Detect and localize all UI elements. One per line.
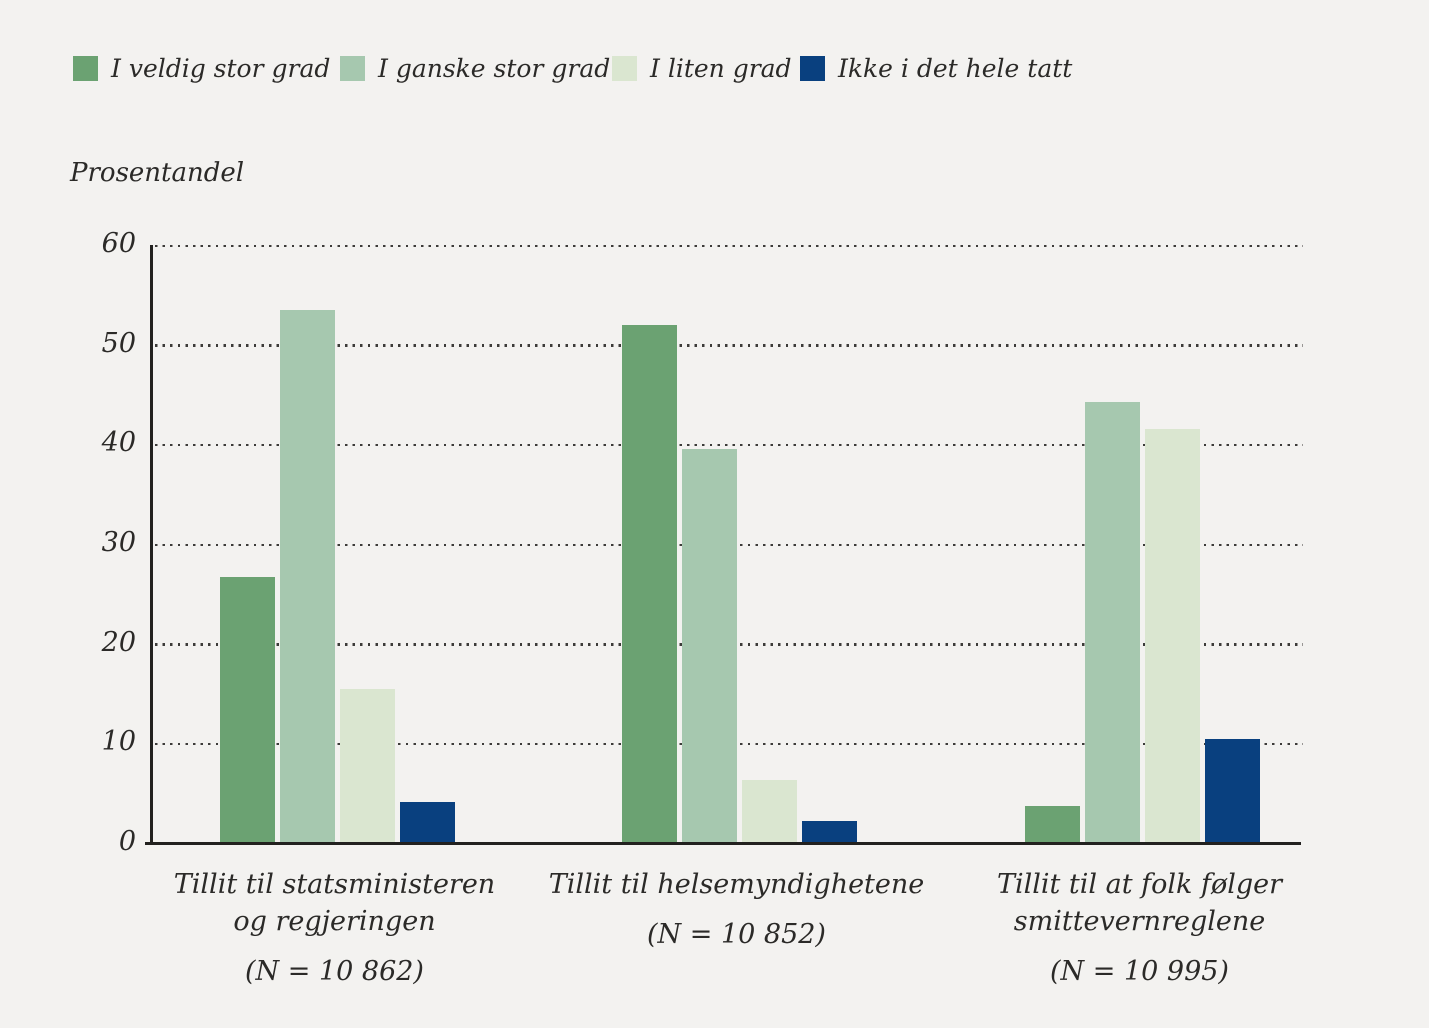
bar-i-liten-grad-group-2 <box>742 780 797 843</box>
legend-item-label: I liten grad <box>650 54 792 83</box>
gridline-50 <box>155 344 1303 347</box>
legend-item-label: I ganske stor grad <box>378 54 611 83</box>
y-tick-label-40: 40 <box>101 427 136 459</box>
legend-item-label: Ikke i det hele tatt <box>838 54 1073 83</box>
bar-i-veldig-stor-grad-group-2 <box>622 324 677 843</box>
category-n-label: (N = 10 852) <box>647 919 826 950</box>
y-tick-label-10: 10 <box>101 726 136 758</box>
legend-swatch-icon <box>800 56 825 81</box>
category-title-line: og regjeringen <box>233 906 436 937</box>
category-labels: Tillit til statsministeren og regjeringen… <box>0 866 1429 1016</box>
category-n-label: (N = 10 995) <box>1050 956 1229 987</box>
legend-swatch-icon <box>340 56 365 81</box>
category-title-line: Tillit til helsemyndighetene <box>548 869 925 900</box>
plot-area <box>150 244 1303 843</box>
category-title-line: Tillit til at folk følger <box>996 869 1283 900</box>
bar-i-ganske-stor-grad-group-3 <box>1085 402 1140 843</box>
legend: I veldig stor grad I ganske stor grad I … <box>0 0 1429 110</box>
bar-ikke-i-det-hele-tatt-group-3 <box>1205 739 1260 843</box>
legend-item-ikke-i-det-hele-tatt: Ikke i det hele tatt <box>800 54 1072 83</box>
y-tick-label-60: 60 <box>101 228 136 259</box>
y-axis-title: Prosentandel <box>70 158 245 188</box>
category-label-1: Tillit til statsministeren og regjeringen… <box>75 866 595 990</box>
y-tick-label-20: 20 <box>101 626 136 658</box>
y-tick-label-0: 0 <box>118 826 136 857</box>
x-axis-line <box>145 842 1301 845</box>
bar-i-veldig-stor-grad-group-1 <box>220 576 275 843</box>
bar-i-liten-grad-group-1 <box>340 688 395 843</box>
bar-i-veldig-stor-grad-group-3 <box>1025 806 1080 843</box>
category-title-line: Tillit til statsministeren <box>173 869 496 900</box>
category-n-label: (N = 10 862) <box>245 956 424 987</box>
legend-item-liten-grad: I liten grad <box>612 54 792 83</box>
legend-item-veldig-stor-grad: I veldig stor grad <box>73 54 330 83</box>
bar-i-ganske-stor-grad-group-1 <box>280 309 335 843</box>
gridline-40 <box>155 443 1303 447</box>
category-title-line: smittevernreglene <box>1013 906 1266 937</box>
bar-i-ganske-stor-grad-group-2 <box>682 449 737 843</box>
legend-item-label: I veldig stor grad <box>111 54 331 83</box>
bar-ikke-i-det-hele-tatt-group-2 <box>802 821 857 843</box>
gridline-60 <box>155 244 1303 247</box>
y-tick-label-50: 50 <box>101 327 136 359</box>
y-tick-label-30: 30 <box>101 527 136 558</box>
bar-i-liten-grad-group-3 <box>1145 429 1200 843</box>
bar-ikke-i-det-hele-tatt-group-1 <box>400 802 455 843</box>
category-label-3: Tillit til at folk følger smittevernregle… <box>880 866 1400 990</box>
legend-swatch-icon <box>612 56 637 81</box>
category-label-2: Tillit til helsemyndighetene (N = 10 852) <box>477 866 997 953</box>
legend-swatch-icon <box>73 56 98 81</box>
legend-item-ganske-stor-grad: I ganske stor grad <box>340 54 610 83</box>
y-axis-tick-labels: 0 10 20 30 40 50 60 <box>0 228 136 857</box>
